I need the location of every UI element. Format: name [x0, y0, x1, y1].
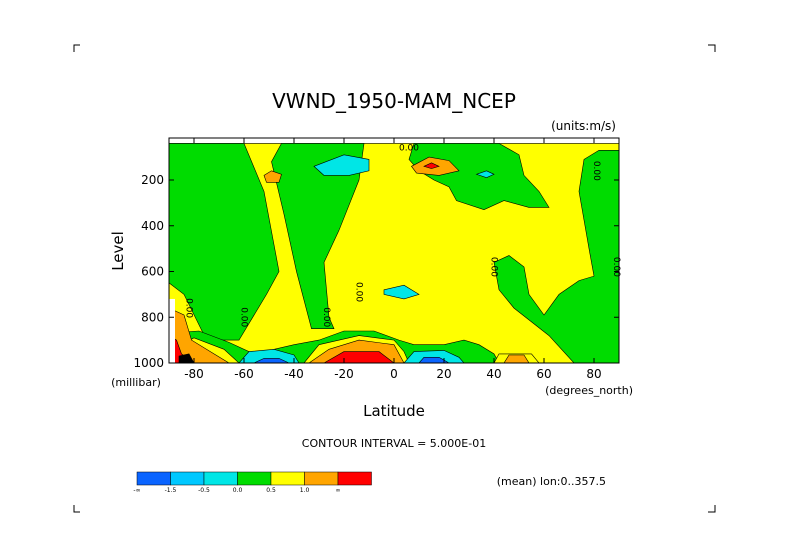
- y-tick-label: 400: [141, 219, 164, 233]
- contour-region: [418, 356, 450, 363]
- colorbar-label: ∞: [336, 487, 341, 494]
- missing-data-patch: [169, 298, 175, 363]
- colorbar-swatch: [270, 471, 305, 486]
- footer-note: (mean) lon:0..357.5: [497, 475, 606, 488]
- contour-label: 0.00: [591, 161, 601, 181]
- colorbar-label: -1.5: [165, 487, 177, 494]
- contour-region: [323, 351, 395, 363]
- y-tick-label: 600: [141, 265, 164, 279]
- colorbar-label: 1.0: [300, 487, 310, 494]
- contour-region: [475, 170, 495, 179]
- x-units-label: (degrees_north): [545, 384, 633, 397]
- x-tick-label: -20: [334, 367, 354, 381]
- colorbar-label: 0.5: [266, 487, 276, 494]
- colorbar-swatch: [203, 471, 238, 486]
- contour-label-layer: 0.00 0.00 0.00 0.00 0.00 0.00 0.00 0.00: [184, 143, 622, 327]
- contour-region: [423, 162, 440, 169]
- contour-region: [503, 354, 530, 363]
- contour-interval-label: CONTOUR INTERVAL = 5.000E-01: [302, 437, 486, 450]
- corner-mark-bottom-left: [73, 505, 80, 513]
- x-tick-label: -80: [184, 367, 204, 381]
- contour-label: 0.00: [399, 143, 419, 153]
- y-tick-label: 1000: [133, 356, 164, 370]
- contour-region: [238, 348, 300, 363]
- x-axis: -80 -60 -40 -20 0 20 40 60 80: [184, 138, 602, 381]
- contour-label: 0.00: [354, 282, 364, 302]
- x-tick-label: 0: [390, 367, 398, 381]
- contour-label: 0.00: [239, 307, 249, 327]
- contour-region: [178, 353, 195, 363]
- colorbar-swatch: [304, 471, 339, 486]
- contour-region: [313, 154, 370, 176]
- contour-label: 0.00: [611, 257, 621, 277]
- contour-region: [169, 143, 280, 341]
- units-label: (units:m/s): [551, 119, 616, 133]
- x-tick-label: -40: [284, 367, 304, 381]
- y-tick-label: 200: [141, 173, 164, 187]
- colorbar-swatch: [170, 471, 205, 486]
- x-tick-label: 80: [586, 367, 601, 381]
- contour-region: [383, 284, 420, 300]
- chart-title: VWND_1950-MAM_NCEP: [272, 89, 516, 113]
- colorbar-label: -0.5: [198, 487, 210, 494]
- contour-fill-layer: [169, 143, 619, 363]
- y-units-label: (millibar): [111, 376, 161, 389]
- x-tick-label: 60: [536, 367, 551, 381]
- x-tick-label: -60: [234, 367, 254, 381]
- x-axis-title: Latitude: [363, 402, 425, 420]
- y-axis-title: Level: [109, 231, 127, 271]
- contour-region: [403, 350, 465, 363]
- contour-label: 0.00: [321, 307, 331, 327]
- contour-label: 0.00: [184, 298, 194, 318]
- corner-marks: [73, 44, 716, 513]
- contour-label: 0.00: [489, 257, 499, 277]
- colorbar-swatch: [136, 471, 171, 486]
- y-axis: 200 400 600 800 1000: [133, 173, 619, 370]
- contour-region: [493, 150, 619, 363]
- contour-region: [263, 170, 282, 183]
- x-tick-label: 20: [436, 367, 451, 381]
- contour-region: [169, 307, 230, 363]
- contour-region: [253, 358, 290, 363]
- corner-mark-top-left: [73, 44, 80, 52]
- corner-mark-bottom-right: [708, 505, 716, 513]
- colorbar: -∞ -1.5 -0.5 0.0 0.5 1.0 ∞: [133, 471, 372, 494]
- corner-mark-top-right: [708, 44, 716, 52]
- contour-region: [271, 143, 365, 330]
- colorbar-label: 0.0: [233, 487, 243, 494]
- colorbar-swatch: [337, 471, 372, 486]
- colorbar-label: -∞: [133, 487, 140, 494]
- y-tick-label: 800: [141, 310, 164, 324]
- x-tick-label: 40: [486, 367, 501, 381]
- colorbar-swatch: [237, 471, 272, 486]
